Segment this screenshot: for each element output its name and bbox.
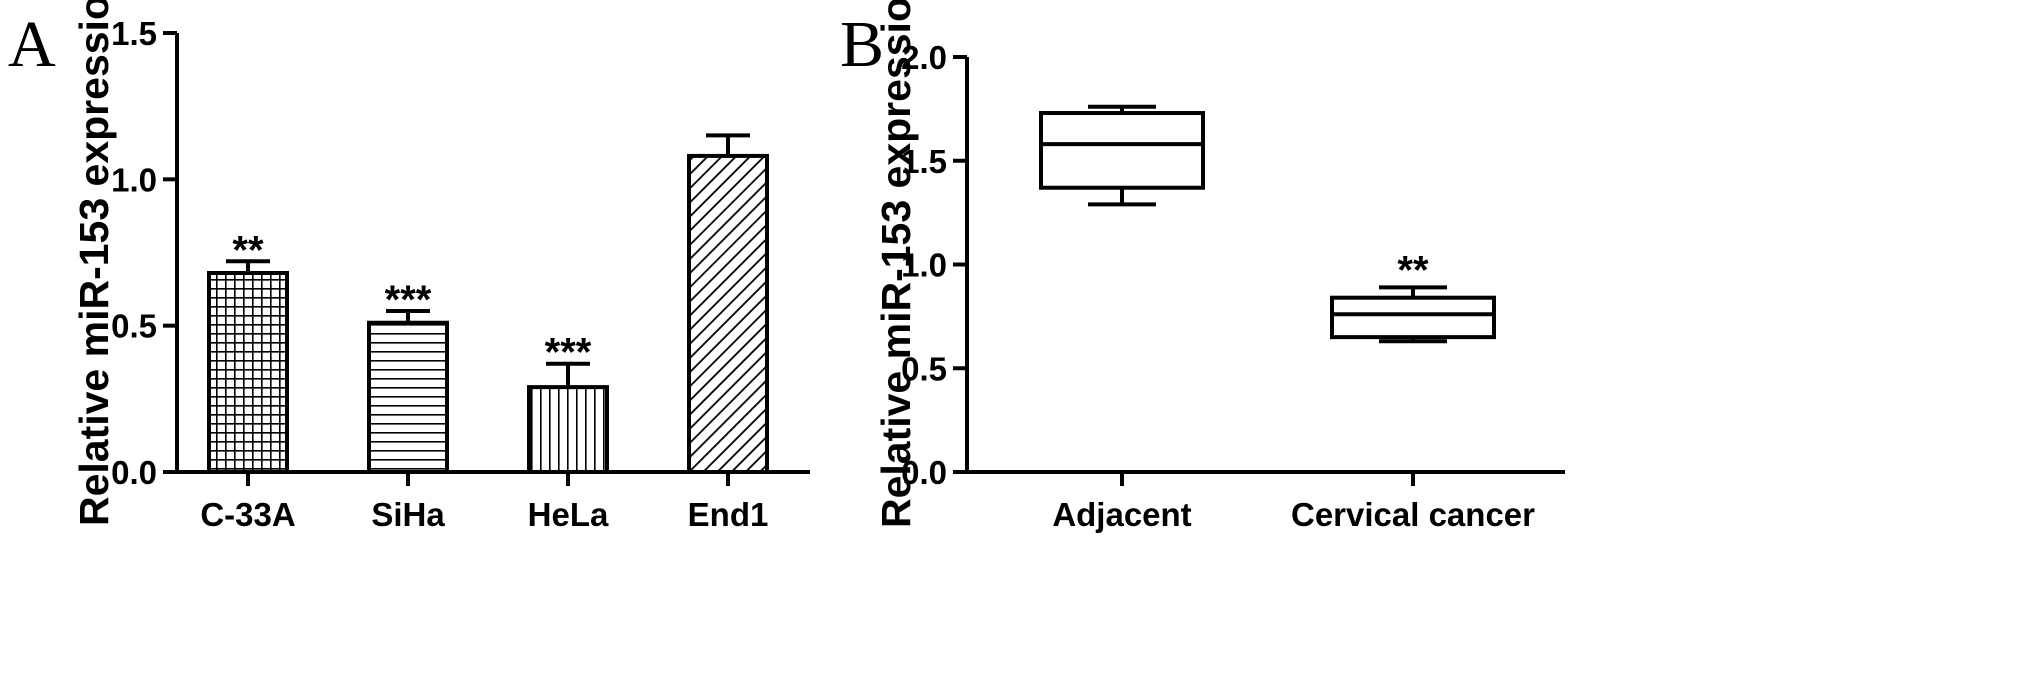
panel-b-boxes: ** bbox=[1039, 104, 1496, 344]
panel-b-y-ticks: 0.0 0.5 1.0 1.5 2.0 bbox=[901, 39, 967, 491]
panel-a-y-tick-label: 0.5 bbox=[111, 308, 157, 345]
panel-b-y-tick-label: 2.0 bbox=[901, 39, 947, 76]
panel-a-y-tick-label: 0.0 bbox=[111, 454, 157, 491]
panel-b-y-tick-label: 0.5 bbox=[901, 350, 947, 387]
panel-a-label: A bbox=[8, 8, 56, 81]
panel-b-x-tick-label: Adjacent bbox=[1052, 496, 1191, 533]
panel-a-x-tick-label: HeLa bbox=[528, 496, 609, 533]
panel-a-significance-label: *** bbox=[545, 331, 592, 375]
panel-a-bar bbox=[687, 153, 769, 474]
panel-a-significance-label: ** bbox=[232, 228, 264, 272]
panel-b-x-ticks: Adjacent Cervical cancer bbox=[1052, 472, 1535, 533]
panel-a-x-tick-label: C-33A bbox=[200, 496, 295, 533]
panel-a-bar bbox=[527, 385, 609, 475]
panel-a-x-ticks: C-33A SiHa HeLa End1 bbox=[200, 472, 768, 533]
panel-a-x-tick-label: SiHa bbox=[371, 496, 445, 533]
panel-b-significance-label: ** bbox=[1397, 248, 1429, 292]
panel-a-bar bbox=[207, 270, 289, 474]
panel-b-y-tick-label: 0.0 bbox=[901, 454, 947, 491]
panel-a-significance-label: *** bbox=[385, 278, 432, 322]
panel-b-label: B bbox=[840, 8, 884, 81]
panel-b-y-tick-label: 1.5 bbox=[901, 143, 947, 180]
panel-b-box bbox=[1039, 111, 1205, 190]
panel-a-bars: ******** bbox=[207, 133, 769, 475]
panel-a-bar-chart: A Relative miR-153 expression 0.0 0.5 1.0 1… bbox=[8, 0, 810, 533]
panel-a-x-tick-label: End1 bbox=[688, 496, 769, 533]
panel-b-x-tick-label: Cervical cancer bbox=[1291, 496, 1535, 533]
panel-a-y-ticks: 0.0 0.5 1.0 1.5 bbox=[111, 15, 177, 491]
panel-b-box bbox=[1330, 295, 1496, 340]
panel-b-y-axis-title: Relative miR-153 expression bbox=[873, 0, 919, 528]
panel-a-bar bbox=[367, 320, 449, 474]
panel-a-y-axis-title: Relative miR-153 expression bbox=[71, 0, 117, 526]
panel-b-box-plot: B Relative miR-153 expression 0.0 0.5 1.0 1… bbox=[840, 0, 1565, 533]
panel-a-y-tick-label: 1.0 bbox=[111, 161, 157, 198]
panel-b-y-tick-label: 1.0 bbox=[901, 247, 947, 284]
panel-a-y-tick-label: 1.5 bbox=[111, 15, 157, 52]
